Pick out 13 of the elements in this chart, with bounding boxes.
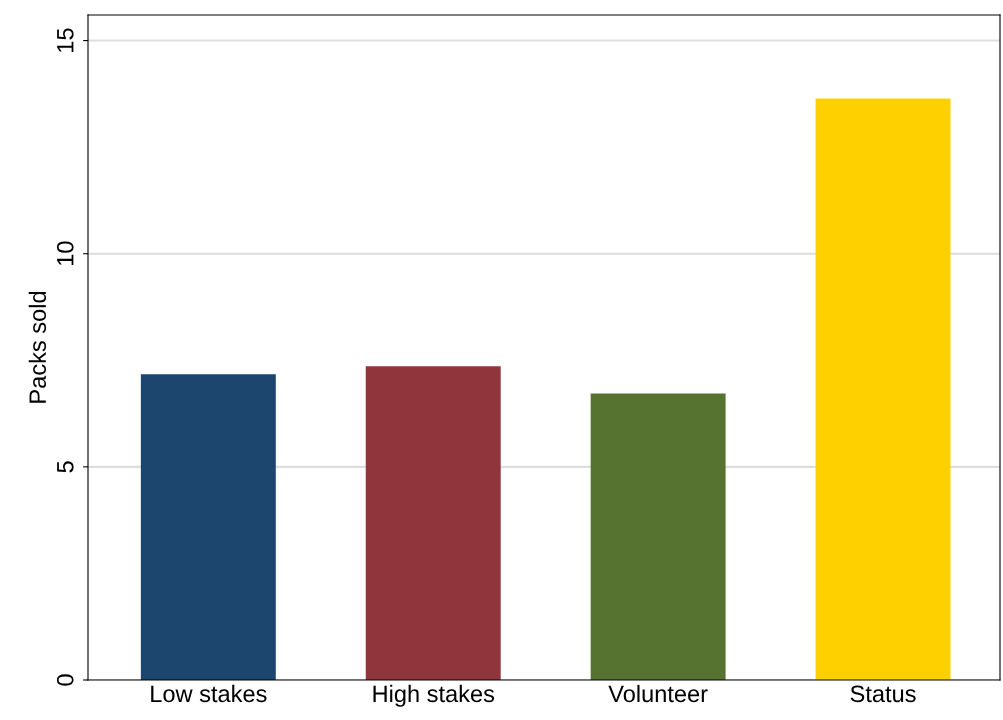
x-tick-label: Volunteer (608, 684, 708, 703)
y-tick-label: 5 (57, 461, 74, 473)
y-tick-label: 0 (56, 674, 74, 686)
y-axis-title: Packs sold (28, 291, 47, 403)
x-tick-label: Status (850, 685, 916, 703)
x-tick-label: High stakes (373, 684, 495, 707)
bar (815, 98, 951, 680)
bar (140, 374, 276, 680)
bar (590, 393, 726, 680)
y-tick-label: 10 (56, 241, 74, 266)
y-tick-label: 15 (57, 28, 74, 52)
bar (365, 366, 501, 680)
x-tick-label: Low stakes (151, 684, 267, 703)
